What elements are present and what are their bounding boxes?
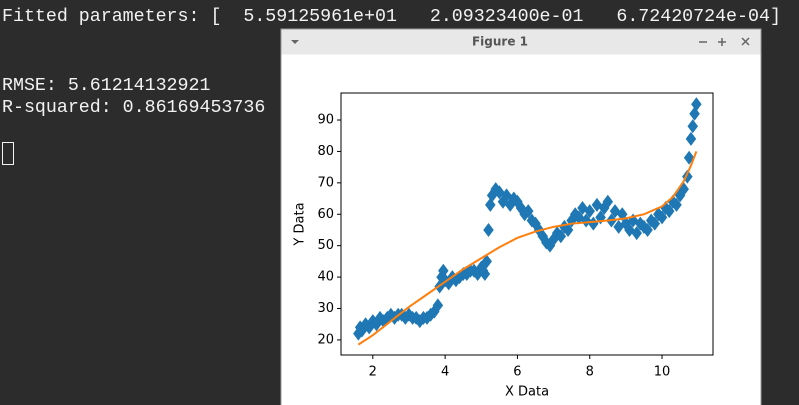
point xyxy=(691,97,702,112)
window-frame xyxy=(280,28,762,405)
y-tick-label: 20 xyxy=(317,332,334,347)
y-tick-label: 30 xyxy=(317,301,334,316)
point xyxy=(481,254,492,269)
point xyxy=(602,194,614,209)
point xyxy=(485,197,496,212)
y-tick-label: 60 xyxy=(317,207,334,222)
figure-window: Figure 1 xyxy=(280,28,762,405)
point xyxy=(483,222,494,237)
y-tick-label: 40 xyxy=(317,270,334,285)
point xyxy=(438,263,449,278)
point xyxy=(479,266,491,281)
x-tick-label: 2 xyxy=(369,365,377,380)
fit-line xyxy=(357,151,698,346)
point xyxy=(584,204,595,219)
terminal-line: RMSE: 5.61214132921 xyxy=(2,76,210,96)
data-layer xyxy=(353,97,702,346)
point xyxy=(523,204,534,219)
x-tick-label: 6 xyxy=(513,365,521,380)
x-axis-label: X Data xyxy=(505,385,549,400)
window-title: Figure 1 xyxy=(472,35,528,49)
point xyxy=(671,197,682,212)
point xyxy=(631,226,642,241)
x-tick-label: 10 xyxy=(654,365,671,380)
point xyxy=(588,216,599,231)
x-tick-label: 8 xyxy=(586,365,594,380)
point xyxy=(432,298,444,313)
plot: 2 4 6 8 10 20 30 40 50 60 70 80 90 X Data Y Data xyxy=(293,92,714,400)
point xyxy=(656,210,668,225)
point xyxy=(687,119,699,134)
point xyxy=(685,131,697,146)
window-menu-button[interactable] xyxy=(291,40,299,44)
point xyxy=(562,222,574,237)
x-tick-label: 4 xyxy=(441,365,449,380)
maximize-button[interactable] xyxy=(718,38,726,46)
terminal-line: R-squared: 0.86169453736 xyxy=(2,98,265,118)
point xyxy=(555,229,567,244)
close-button[interactable] xyxy=(741,37,750,46)
point xyxy=(642,222,653,237)
point xyxy=(689,106,700,121)
cursor xyxy=(2,142,14,165)
y-tick-label: 90 xyxy=(317,113,334,128)
y-tick-label: 80 xyxy=(317,144,334,159)
title-bar xyxy=(281,29,761,55)
terminal-line: Fitted parameters: [ 5.59125961e+01 2.09… xyxy=(2,7,781,27)
y-tick-label: 70 xyxy=(317,175,334,190)
point xyxy=(664,204,675,219)
y-tick-label: 50 xyxy=(317,238,334,253)
point xyxy=(649,216,661,231)
axes-frame xyxy=(340,92,714,356)
y-axis-label: Y Data xyxy=(293,202,308,246)
